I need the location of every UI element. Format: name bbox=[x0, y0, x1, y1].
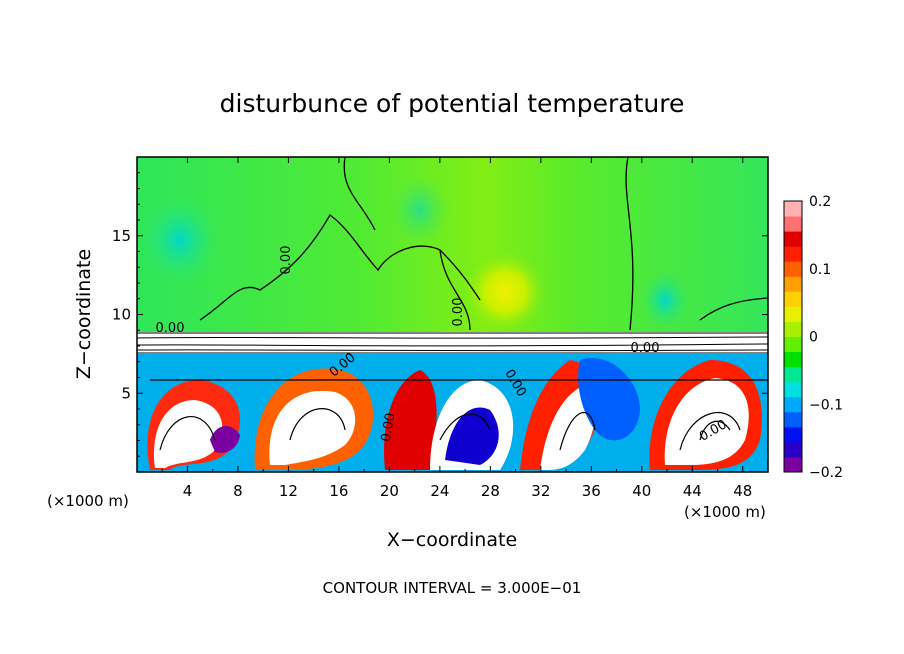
x-tick-label: 44 bbox=[683, 482, 702, 500]
colorbar-swatch bbox=[784, 201, 802, 217]
x-tick-label: 24 bbox=[430, 482, 449, 500]
colorbar-swatch bbox=[784, 276, 802, 292]
colorbar-swatch bbox=[784, 396, 802, 413]
band-contours bbox=[137, 332, 768, 354]
y-axis: 5 10 15 bbox=[112, 172, 768, 457]
cool-anomaly-right bbox=[640, 270, 690, 330]
x-unit-right: (×1000 m) bbox=[684, 503, 766, 521]
x-axis: 4 8 12 16 20 24 28 32 36 40 44 48 bbox=[161, 157, 752, 500]
colorbar-tick-label: 0.1 bbox=[809, 262, 831, 278]
colorbar: 0.2 0.1 0 −0.1 −0.2 bbox=[783, 194, 843, 481]
colorbar-swatch bbox=[784, 366, 802, 383]
x-tick-label: 20 bbox=[380, 482, 399, 500]
colorbar-swatch bbox=[784, 306, 802, 322]
warm-anomaly bbox=[460, 247, 550, 337]
y-tick-label: 10 bbox=[112, 306, 131, 324]
contour-label: 0.00 bbox=[631, 341, 660, 356]
eddy-contours bbox=[150, 379, 768, 451]
eddy-white-2 bbox=[269, 390, 356, 465]
colorbar-swatch bbox=[784, 351, 802, 368]
colorbar-swatch bbox=[784, 321, 802, 337]
colorbar-swatch bbox=[784, 411, 802, 428]
x-axis-label: X−coordinate bbox=[387, 529, 517, 551]
colorbar-tick-label: 0 bbox=[809, 330, 818, 346]
eddy-white-1 bbox=[154, 400, 223, 468]
colorbar-swatch bbox=[784, 381, 802, 398]
x-tick-label: 48 bbox=[733, 482, 752, 500]
heatmap-field bbox=[137, 157, 768, 472]
chart-title: disturbunce of potential temperature bbox=[220, 89, 685, 118]
colorbar-swatch bbox=[784, 261, 802, 277]
eddy-blue-5 bbox=[578, 358, 640, 441]
x-tick-label: 12 bbox=[279, 482, 298, 500]
zero-contour-upper bbox=[199, 157, 768, 331]
contour-label: 0.00 bbox=[156, 321, 185, 336]
x-unit-left: (×1000 m) bbox=[47, 492, 129, 510]
colorbar-swatch bbox=[784, 246, 802, 262]
x-tick-label: 36 bbox=[582, 482, 601, 500]
cool-anomaly-left bbox=[140, 195, 220, 285]
x-tick-label: 32 bbox=[531, 482, 550, 500]
x-tick-label: 40 bbox=[632, 482, 651, 500]
y-tick-label: 5 bbox=[121, 384, 131, 402]
colorbar-tick-label: −0.1 bbox=[809, 397, 843, 413]
contour-label: 0.00 bbox=[379, 412, 399, 443]
colorbar-swatch bbox=[784, 456, 802, 473]
y-tick-label: 15 bbox=[112, 227, 131, 245]
colorbar-tick-label: −0.2 bbox=[809, 465, 843, 481]
eddy-red-3 bbox=[384, 370, 437, 470]
contour-interval-note: CONTOUR INTERVAL = 3.000E−01 bbox=[323, 579, 582, 597]
eddy-white-6 bbox=[664, 378, 749, 465]
y-axis-label: Z−coordinate bbox=[73, 249, 95, 379]
colorbar-tick-label: 0.2 bbox=[809, 194, 831, 210]
x-tick-label: 4 bbox=[183, 482, 193, 500]
colorbar-swatch bbox=[784, 291, 802, 307]
x-tick-label: 8 bbox=[233, 482, 243, 500]
colorbar-swatch bbox=[784, 216, 802, 232]
cool-anomaly-mid bbox=[390, 175, 450, 245]
contour-label: 0.00 bbox=[279, 246, 294, 275]
eddy-magenta bbox=[210, 425, 240, 453]
colorbar-swatch bbox=[784, 336, 802, 353]
colorbar-swatch bbox=[784, 441, 802, 458]
colorbar-frame bbox=[783, 200, 803, 473]
colorbar-swatch bbox=[784, 426, 802, 443]
x-tick-label: 16 bbox=[329, 482, 348, 500]
contour-label: 0.00 bbox=[451, 298, 466, 327]
colorbar-swatch bbox=[784, 231, 802, 247]
x-tick-label: 28 bbox=[481, 482, 500, 500]
